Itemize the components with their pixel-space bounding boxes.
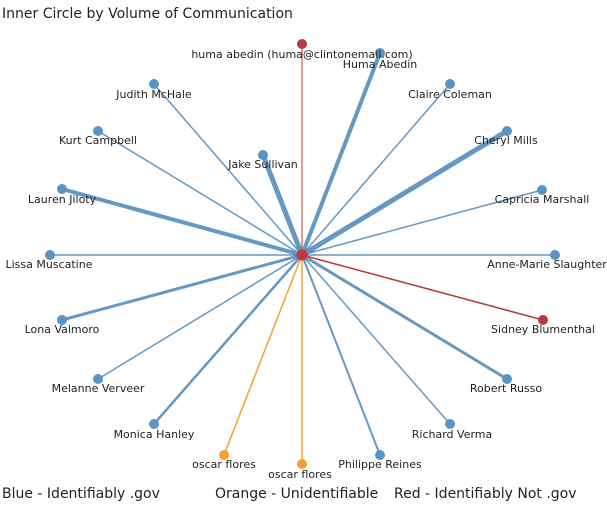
contact-node-2[interactable] [445, 79, 455, 89]
edge-4 [301, 189, 543, 256]
contact-node-6[interactable] [538, 315, 548, 325]
contact-node-18[interactable] [258, 150, 268, 160]
contact-label-15: Lissa Muscatine [6, 258, 93, 271]
contact-node-0[interactable] [297, 39, 307, 49]
contact-node-5[interactable] [550, 250, 560, 260]
edge-10 [223, 254, 303, 456]
edge-12 [153, 254, 303, 425]
contact-node-1[interactable] [375, 48, 385, 58]
contact-label-11: oscar flores [268, 468, 332, 481]
contact-label-8: Richard Verma [412, 428, 493, 441]
contact-node-16[interactable] [57, 184, 67, 194]
contact-node-14[interactable] [57, 315, 67, 325]
contact-label-18: Jake Sullivan [227, 158, 298, 171]
contact-node-9[interactable] [375, 450, 385, 460]
contact-label-5: Anne-Marie Slaughter [487, 258, 607, 271]
contact-label-14: Lona Valmoro [25, 323, 100, 336]
contact-label-13: Melanne Verveer [52, 382, 145, 395]
contact-node-12[interactable] [149, 419, 159, 429]
contact-label-19: Judith McHale [115, 88, 192, 101]
edge-16 [61, 187, 303, 257]
labels-layer: huma abedin (huma@clintonemail.com)Huma … [6, 48, 607, 481]
edge-18 [260, 154, 305, 256]
contact-label-16: Lauren Jiloty [28, 193, 97, 206]
legend-orange: Orange - Unidentifiable [215, 486, 379, 502]
contact-label-12: Monica Hanley [114, 428, 195, 441]
contact-node-19[interactable] [149, 79, 159, 89]
contact-node-10[interactable] [219, 450, 229, 460]
contact-label-0: huma abedin (huma@clintonemail.com) [191, 48, 412, 61]
edge-13 [97, 254, 303, 380]
edge-7 [301, 253, 508, 381]
contact-label-17: Kurt Campbell [59, 134, 137, 147]
edge-9 [301, 254, 381, 456]
edge-17 [97, 130, 303, 256]
edges-layer [50, 44, 555, 464]
contact-node-4[interactable] [537, 185, 547, 195]
edge-3 [300, 128, 509, 258]
legend-red: Red - Identifiably Not .gov [394, 486, 577, 502]
contact-node-7[interactable] [502, 374, 512, 384]
contact-label-7: Robert Russo [470, 382, 543, 395]
edge-19 [153, 83, 303, 256]
contact-label-9: Philippe Reines [338, 458, 422, 471]
contact-label-10: oscar flores [192, 458, 256, 471]
chart-title: Inner Circle by Volume of Communication [2, 6, 293, 22]
contact-label-4: Capricia Marshall [495, 193, 590, 206]
contact-node-17[interactable] [93, 126, 103, 136]
contact-node-11[interactable] [297, 459, 307, 469]
edge-6 [301, 254, 544, 321]
contact-node-15[interactable] [45, 250, 55, 260]
edge-8 [301, 254, 451, 425]
contact-node-13[interactable] [93, 374, 103, 384]
contact-label-6: Sidney Blumenthal [491, 323, 595, 336]
edge-2 [301, 83, 451, 256]
contact-label-3: Cheryl Mills [474, 134, 538, 147]
center-node[interactable] [296, 249, 308, 261]
contact-label-1: Huma Abedin [343, 58, 418, 71]
legend-blue: Blue - Identifiably .gov [2, 486, 160, 502]
contact-node-3[interactable] [502, 126, 512, 136]
contact-label-2: Claire Coleman [408, 88, 492, 101]
edge-14 [61, 253, 303, 322]
nodes-layer [45, 39, 560, 469]
edge-1 [300, 52, 382, 256]
contact-node-8[interactable] [445, 419, 455, 429]
